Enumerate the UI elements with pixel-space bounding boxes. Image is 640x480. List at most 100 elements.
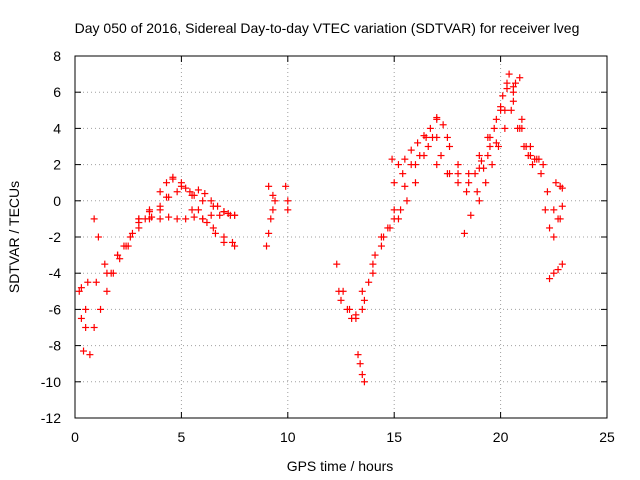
- data-point: [358, 305, 366, 313]
- data-point: [90, 324, 98, 331]
- data-point: [356, 360, 364, 368]
- data-point: [399, 170, 407, 178]
- data-point: [269, 206, 277, 214]
- y-tick-label: -10: [41, 374, 61, 390]
- data-point: [443, 133, 451, 141]
- data-point: [514, 124, 522, 132]
- data-point: [529, 161, 537, 169]
- data-point: [354, 351, 362, 359]
- data-point: [284, 197, 292, 205]
- data-point: [484, 152, 492, 160]
- data-point: [360, 378, 368, 386]
- data-point: [433, 133, 441, 141]
- data-point: [394, 215, 402, 223]
- data-point: [207, 197, 215, 205]
- data-point: [460, 229, 468, 237]
- data-point: [388, 155, 396, 163]
- data-point: [203, 219, 211, 227]
- data-point: [403, 197, 411, 205]
- data-point: [439, 121, 447, 129]
- data-point: [543, 188, 551, 196]
- data-point: [516, 74, 524, 82]
- data-point: [188, 206, 196, 214]
- data-point: [94, 233, 102, 241]
- data-point: [411, 179, 419, 187]
- data-point: [475, 152, 483, 160]
- data-point: [371, 251, 379, 259]
- data-point: [348, 314, 356, 322]
- data-point: [397, 206, 405, 214]
- data-point: [82, 305, 90, 313]
- y-tick-label: -8: [49, 338, 62, 354]
- data-point: [188, 191, 196, 199]
- data-point: [214, 202, 222, 210]
- data-point: [511, 79, 519, 87]
- data-point: [101, 260, 109, 268]
- data-point: [482, 179, 490, 187]
- data-point: [173, 188, 181, 196]
- data-point: [211, 229, 219, 237]
- y-tick-label: -12: [41, 410, 61, 426]
- data-point: [265, 182, 273, 190]
- data-point: [550, 233, 558, 241]
- data-point: [220, 233, 228, 241]
- data-point: [163, 193, 171, 201]
- data-point: [518, 115, 526, 123]
- data-point: [169, 173, 177, 181]
- data-point: [86, 351, 94, 359]
- data-point: [103, 287, 111, 295]
- data-point: [416, 152, 424, 160]
- data-point: [92, 278, 100, 286]
- data-point: [186, 188, 194, 196]
- data-point: [465, 170, 473, 178]
- data-point: [499, 92, 507, 100]
- data-point: [156, 215, 164, 223]
- data-point: [401, 155, 409, 163]
- data-point: [494, 143, 502, 150]
- y-tick-label: 4: [53, 120, 61, 136]
- data-point: [497, 103, 505, 111]
- data-point: [433, 161, 441, 169]
- data-point: [526, 152, 534, 160]
- y-axis-label: SDTVAR / TECUs: [6, 181, 22, 293]
- data-point: [407, 161, 415, 169]
- data-point: [209, 224, 217, 232]
- data-point: [77, 314, 85, 322]
- x-tick-label: 25: [599, 429, 615, 445]
- data-point: [231, 242, 239, 250]
- data-point: [446, 143, 454, 150]
- data-point: [165, 213, 173, 221]
- data-point: [182, 215, 190, 223]
- data-point: [90, 215, 98, 223]
- data-point: [145, 206, 153, 214]
- data-point: [271, 197, 279, 205]
- data-point: [265, 229, 273, 237]
- data-point: [541, 206, 549, 214]
- data-point: [80, 347, 88, 355]
- data-point: [475, 164, 483, 172]
- data-point: [463, 188, 471, 196]
- x-tick-label: 5: [178, 429, 186, 445]
- data-point: [343, 305, 351, 313]
- data-point: [401, 182, 409, 190]
- data-point: [531, 155, 539, 163]
- data-point: [486, 143, 494, 150]
- data-point: [228, 238, 236, 246]
- data-point: [360, 296, 368, 304]
- data-point: [501, 124, 509, 132]
- data-point: [546, 224, 554, 232]
- data-point: [333, 260, 341, 268]
- data-point: [554, 266, 562, 274]
- data-point: [386, 224, 394, 232]
- data-point: [226, 211, 234, 219]
- data-point: [490, 124, 498, 132]
- data-point: [267, 215, 275, 223]
- data-point: [509, 97, 517, 105]
- data-marks: [75, 70, 566, 386]
- y-tick-label: 6: [53, 84, 61, 100]
- data-point: [558, 260, 566, 268]
- data-point: [507, 106, 515, 114]
- data-point: [199, 197, 207, 205]
- x-tick-label: 10: [280, 429, 296, 445]
- data-point: [282, 182, 290, 190]
